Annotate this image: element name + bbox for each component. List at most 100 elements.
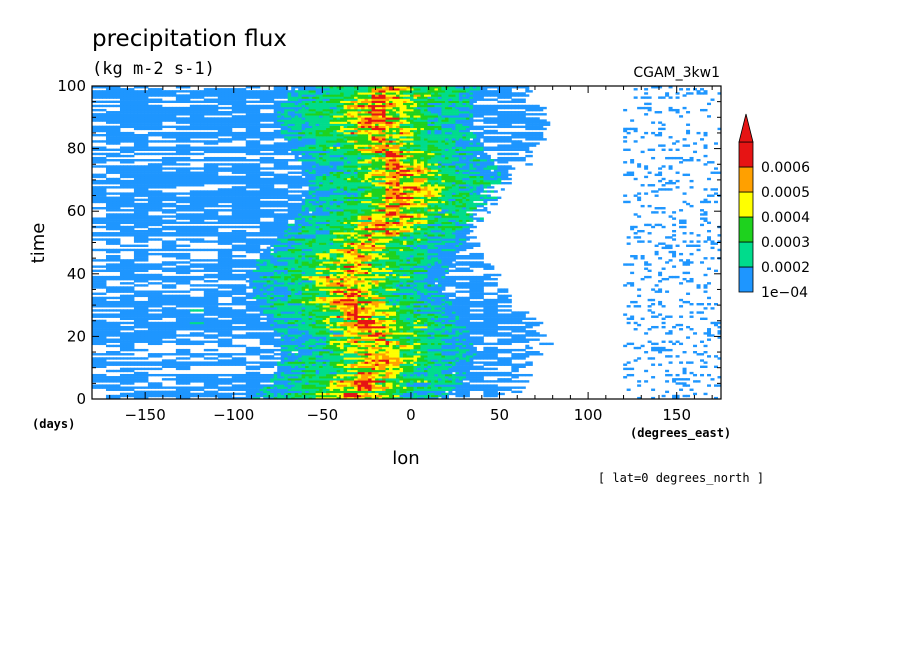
heatmap-cell [651,325,656,329]
heatmap-cell [357,300,362,304]
heatmap-cell [385,373,390,377]
heatmap-cell [126,363,131,366]
heatmap-cell [497,351,502,354]
heatmap-cell [458,336,463,339]
heatmap-cell [92,373,96,377]
heatmap-cell [301,317,306,321]
heatmap-cell [175,305,180,308]
heatmap-cell [396,380,401,383]
heatmap-cell [525,323,530,327]
heatmap-cell [273,319,278,323]
heatmap-cell [305,355,310,358]
heatmap-cell [130,338,135,341]
heatmap-cell [444,361,449,364]
heatmap-cell [315,367,320,371]
heatmap-cell [133,394,138,398]
heatmap-cell [280,371,285,375]
heatmap-cell [109,351,114,354]
heatmap-cell [133,378,138,381]
heatmap-cell [368,378,373,381]
heatmap-cell [172,332,177,335]
heatmap-cell [319,309,324,312]
heatmap-cell [270,363,275,366]
heatmap-cell [312,317,317,321]
heatmap-cell [154,305,159,308]
heatmap-cell [661,346,666,350]
heatmap-cell [119,305,124,308]
heatmap-cell [123,357,128,360]
heatmap-cell [189,321,194,325]
heatmap-cell [382,369,387,373]
heatmap-cell [273,357,278,360]
heatmap-cell [333,336,338,339]
heatmap-cell [430,382,435,385]
heatmap-cell [396,378,401,381]
heatmap-cell [462,323,467,327]
heatmap-cell [186,392,191,396]
heatmap-cell [682,369,687,373]
heatmap-cell [333,392,338,396]
heatmap-cell [147,382,152,385]
heatmap-cell [462,336,467,339]
heatmap-cell [144,307,149,310]
heatmap-cell [357,363,362,366]
heatmap-cell [430,365,435,368]
heatmap-cell [444,394,449,398]
heatmap-cell [682,384,687,387]
heatmap-cell [717,330,722,333]
heatmap-cell [140,380,145,383]
heatmap-cell [221,323,226,327]
heatmap-cell [312,351,317,354]
heatmap-cell [214,317,219,321]
heatmap-cell [500,388,505,391]
heatmap-cell [507,340,512,343]
heatmap-cell [238,317,243,321]
heatmap-cell [277,394,282,398]
heatmap-cell [375,390,380,394]
heatmap-cell [294,373,299,377]
heatmap-cell [458,382,463,385]
heatmap-cell [137,392,142,396]
heatmap-cell [210,357,215,360]
heatmap-cell [221,311,226,314]
heatmap-cell [375,392,380,396]
heatmap-cell [189,386,194,389]
heatmap-cell [504,373,509,377]
heatmap-cell [217,309,222,312]
heatmap-cell [98,361,103,364]
heatmap-cell [326,311,331,314]
heatmap-cell [179,303,184,306]
heatmap-cell [343,344,348,348]
heatmap-cell [270,307,275,310]
heatmap-cell [203,317,208,321]
heatmap-cell [123,317,128,321]
heatmap-cell [105,325,110,329]
heatmap-cell [375,300,380,304]
heatmap-cell [472,315,477,318]
heatmap-cell [403,359,407,362]
heatmap-cell [389,334,394,337]
heatmap-cell [668,315,673,318]
heatmap-cell [434,355,439,358]
heatmap-cell [263,317,268,321]
heatmap-cell [455,319,460,323]
heatmap-cell [403,388,407,391]
heatmap-cell [259,338,264,341]
heatmap-cell [493,367,498,371]
heatmap-cell [322,344,327,348]
heatmap-cell [137,380,142,383]
heatmap-cell [329,340,334,343]
heatmap-cell [270,384,275,387]
heatmap-cell [682,394,687,398]
heatmap-cell [469,317,474,321]
heatmap-cell [479,313,484,316]
heatmap-cell [441,365,446,368]
heatmap-cell [434,342,439,346]
heatmap-cell [322,369,327,373]
heatmap-cell [392,346,397,350]
heatmap-cell [361,390,366,394]
heatmap-cell [399,382,404,385]
heatmap-cell [109,315,114,318]
heatmap-cell [350,311,355,314]
heatmap-cell [507,371,512,375]
